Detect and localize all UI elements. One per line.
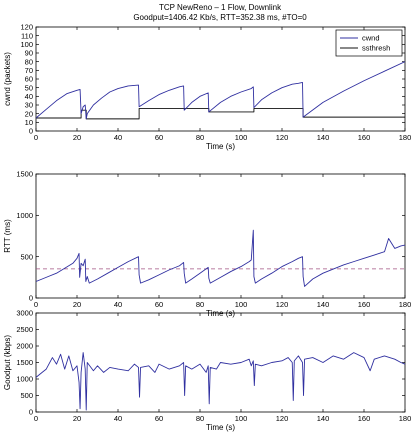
rtt-x-tick-label: 0 [34, 300, 38, 309]
cwnd-x-tick-label: 80 [196, 133, 204, 142]
rtt-x-tick-label: 40 [114, 300, 122, 309]
rtt-x-tick-label: 60 [155, 300, 163, 309]
rtt-y-tick-label: 500 [20, 252, 33, 261]
goodput-y-tick-label: 0 [29, 408, 33, 417]
goodput-x-tick-label: 140 [317, 414, 330, 423]
rtt-y-tick-label: 1500 [16, 170, 33, 179]
goodput-x-tick-label: 20 [73, 414, 81, 423]
rtt-chart: 0 20 40 60 80 100 120 140 160 180 0 500 1000 1500 Time… [3, 170, 411, 318]
rtt-x-tick-label: 140 [317, 300, 330, 309]
cwnd-x-tick-label: 140 [317, 133, 330, 142]
rtt-y-axis-label: RTT (ms) [3, 219, 12, 253]
rtt-x-tick-label: 120 [276, 300, 289, 309]
goodput-y-tick-label: 2500 [16, 325, 33, 334]
goodput-y-tick-label: 1500 [16, 358, 33, 367]
goodput-y-axis-label: Goodput (kbps) [3, 335, 12, 390]
cwnd-x-tick-label: 100 [235, 133, 248, 142]
cwnd-legend-box [335, 29, 403, 57]
cwnd-y-tick-label: 60 [25, 75, 33, 84]
rtt-x-axis-label: Time (s) [206, 309, 235, 318]
cwnd-x-tick-label: 160 [358, 133, 371, 142]
cwnd-y-tick-label: 0 [29, 127, 33, 136]
cwnd-y-tick-label: 30 [25, 101, 33, 110]
cwnd-y-tick-label: 110 [21, 31, 33, 40]
cwnd-x-tick-label: 40 [114, 133, 122, 142]
rtt-plot-frame [35, 173, 406, 299]
cwnd-x-tick-label: 180 [399, 133, 412, 142]
rtt-x-tick-label: 100 [235, 300, 248, 309]
cwnd-x-axis-label: Time (s) [206, 142, 235, 151]
rtt-x-tick-label: 80 [196, 300, 204, 309]
figure-title-line1: TCP NewReno – 1 Flow, Downlink [159, 3, 282, 12]
cwnd-y-tick-label: 50 [25, 83, 33, 92]
cwnd-x-tick-label: 20 [73, 133, 81, 142]
rtt-y-tick-label: 1000 [16, 211, 33, 220]
goodput-x-tick-label: 80 [196, 414, 204, 423]
cwnd-y-axis-label: cwnd (packets) [3, 52, 12, 106]
cwnd-y-tick-label: 120 [20, 23, 33, 32]
goodput-y-tick-label: 500 [20, 391, 33, 400]
goodput-chart: 0 20 40 60 80 100 120 140 160 180 0 500 1000 1500 2000… [3, 309, 411, 432]
rtt-y-tick-label: 0 [29, 294, 33, 303]
rtt-x-tick-label: 180 [399, 300, 412, 309]
goodput-y-tick-label: 1000 [16, 375, 33, 384]
goodput-x-tick-label: 60 [155, 414, 163, 423]
cwnd-y-tick-label: 90 [25, 49, 33, 58]
cwnd-y-tick-label: 40 [25, 92, 33, 101]
rtt-x-tick-label: 20 [73, 300, 81, 309]
cwnd-y-tick-label: 10 [25, 118, 33, 127]
goodput-x-tick-label: 180 [399, 414, 412, 423]
figure-title-line2: Goodput=1406.42 Kb/s, RTT=352.38 ms, #TO… [133, 13, 307, 22]
cwnd-y-tick-label: 20 [25, 109, 33, 118]
goodput-series-line [36, 352, 405, 411]
cwnd-x-tick-label: 120 [276, 133, 289, 142]
goodput-x-tick-label: 120 [276, 414, 289, 423]
goodput-x-tick-label: 100 [235, 414, 248, 423]
goodput-y-tick-label: 3000 [16, 309, 33, 318]
goodput-x-axis-label: Time (s) [206, 423, 235, 432]
cwnd-legend-label-cwnd: cwnd [362, 34, 380, 43]
rtt-series-line [36, 229, 405, 287]
rtt-x-tick-label: 160 [358, 300, 371, 309]
goodput-x-tick-label: 0 [34, 414, 38, 423]
goodput-x-tick-label: 40 [114, 414, 122, 423]
cwnd-x-tick-label: 0 [34, 133, 38, 142]
cwnd-x-tick-label: 60 [155, 133, 163, 142]
cwnd-ssthresh-line [36, 108, 405, 120]
cwnd-y-tick-label: 70 [25, 66, 33, 75]
cwnd-y-tick-label: 100 [20, 40, 33, 49]
goodput-y-tick-label: 2000 [16, 342, 33, 351]
goodput-x-tick-label: 160 [358, 414, 371, 423]
cwnd-y-tick-label: 80 [25, 57, 33, 66]
cwnd-cwnd-line [36, 61, 405, 120]
cwnd-legend-label-ssthresh: ssthresh [362, 44, 390, 53]
cwnd-chart: 0 20 40 60 80 100 120 140 160 1800102030405060708… [3, 23, 411, 151]
